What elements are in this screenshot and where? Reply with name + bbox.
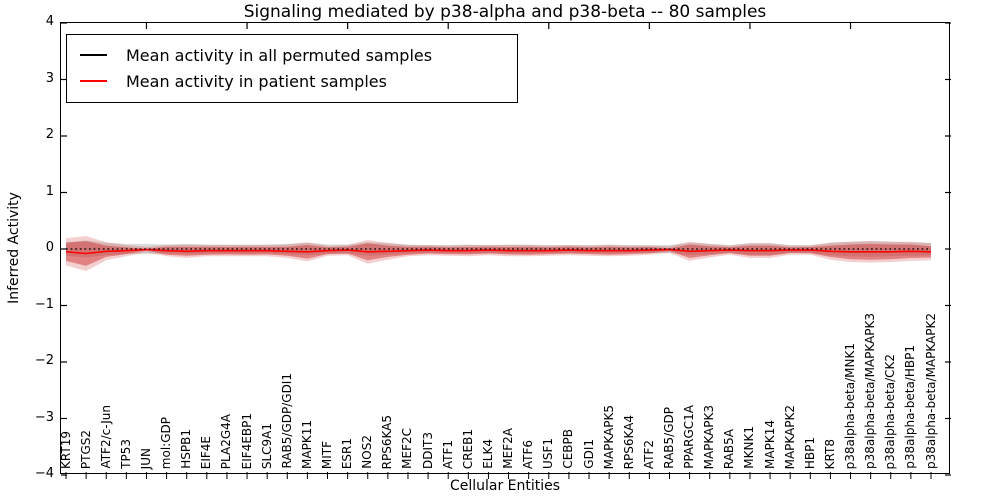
legend-item: Mean activity in all permuted samples	[67, 42, 517, 68]
x-tick-label: TP53	[118, 439, 133, 469]
x-tick-label: JUN	[138, 447, 153, 469]
chart-canvas	[61, 22, 951, 479]
y-tick-label: −4	[34, 466, 54, 481]
x-tick-label: HBP1	[802, 436, 817, 469]
y-tick-label: −2	[34, 353, 54, 368]
x-tick-label: PLA2G4A	[219, 413, 234, 469]
x-tick-label: EIF4E	[199, 435, 214, 469]
x-tick-label: p38alpha-beta/CK2	[883, 353, 898, 469]
patient-outer-band	[66, 236, 931, 271]
x-tick-label: MAPK11	[299, 420, 314, 469]
x-tick-label: RAB5A	[722, 428, 737, 469]
x-axis-label: Cellular Entities	[449, 478, 561, 494]
x-tick-label: RPS6KA5	[380, 414, 395, 469]
x-tick-label: p38alpha-beta/MAPKAPK3	[863, 313, 878, 469]
legend: Mean activity in all permuted samples Me…	[66, 34, 518, 103]
x-tick-label: KRT19	[58, 431, 73, 469]
x-tick-label: DDIT3	[420, 432, 435, 469]
x-tick-label: ELK4	[480, 439, 495, 469]
y-tick-label: 4	[45, 14, 54, 29]
x-tick-label: ESR1	[340, 437, 355, 469]
x-tick-label: MKNK1	[742, 426, 757, 469]
patient-mean-line	[65, 248, 932, 255]
x-tick-label: EIF4EBP1	[239, 412, 254, 469]
x-tick-label: PTGS2	[78, 429, 93, 469]
y-tick-label: −3	[34, 409, 54, 425]
x-tick-label: RAB5/GDP/GDI1	[279, 373, 294, 469]
x-tick-label: MAPKAPK5	[601, 404, 616, 469]
x-tick-label: RAB5/GDP	[661, 407, 676, 469]
y-tick-label: −1	[34, 296, 54, 312]
x-tick-label: mol:GDP	[159, 416, 174, 469]
x-tick-label: RPS6KA4	[621, 414, 636, 469]
x-tick-label: NOS2	[360, 435, 375, 469]
y-tick-label: 0	[45, 240, 54, 255]
y-tick-label: 1	[45, 183, 54, 199]
x-tick-label: MEF2A	[501, 428, 516, 469]
x-tick-label: p38alpha-beta/MAPKAPK2	[923, 313, 938, 469]
chart-title: Signaling mediated by p38-alpha and p38-…	[243, 2, 767, 22]
legend-item-label: Mean activity in all permuted samples	[126, 45, 433, 65]
x-tick-label: MAPKAPK3	[702, 404, 717, 469]
legend-item-label: Mean activity in patient samples	[126, 71, 387, 91]
black-line-sample-icon	[80, 54, 107, 56]
x-tick-label: MAPKAPK2	[782, 404, 797, 469]
x-tick-label: CEBPB	[561, 429, 576, 469]
x-tick-label: CREB1	[460, 428, 475, 469]
x-tick-label: KRT8	[822, 438, 837, 469]
x-tick-label: PPARGC1A	[682, 405, 697, 469]
x-tick-label: MAPK14	[762, 420, 777, 469]
x-tick-label: p38alpha-beta/MNK1	[843, 342, 858, 469]
x-tick-label: ATF2	[641, 439, 656, 469]
x-tick-label: p38alpha-beta/HBP1	[903, 345, 918, 469]
x-tick-label: SLC9A1	[259, 422, 274, 469]
x-tick-label: GDI1	[581, 439, 596, 469]
patient-inner-band	[66, 241, 931, 266]
red-line-sample-icon	[80, 80, 107, 82]
y-tick-label: 3	[45, 70, 54, 86]
x-tick-label: MITF	[320, 440, 334, 469]
x-tick-label: ATF6	[521, 439, 536, 469]
x-tick-label: MEF2C	[400, 428, 415, 469]
y-tick-label: 2	[45, 127, 54, 142]
legend-item: Mean activity in patient samples	[67, 68, 517, 94]
x-tick-label: USF1	[541, 438, 556, 469]
x-tick-label: HSPB1	[179, 429, 194, 469]
x-tick-label: ATF2/c-Jun	[98, 405, 113, 469]
x-tick-label: ATF1	[440, 439, 455, 469]
